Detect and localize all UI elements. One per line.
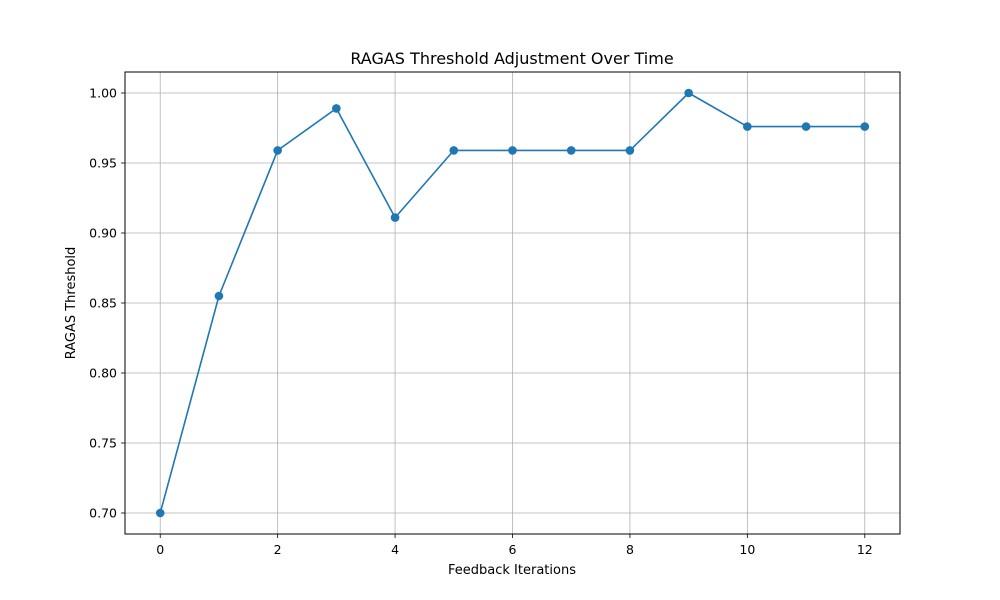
x-axis-label: Feedback Iterations: [448, 563, 576, 578]
data-point: [566, 146, 576, 155]
data-point: [860, 122, 870, 131]
x-axis: 0 2 4 6 8 10 12: [156, 534, 873, 557]
data-point: [155, 508, 165, 518]
y-tick-label: 0.70: [89, 506, 117, 521]
x-tick-label: 4: [391, 542, 399, 557]
y-tick-label: 0.80: [89, 366, 117, 381]
y-tick-label: 0.75: [89, 436, 117, 451]
x-tick-label: 6: [509, 542, 517, 557]
data-point: [684, 88, 693, 98]
y-tick-label: 1.00: [89, 86, 117, 101]
data-point: [214, 291, 224, 301]
data-point: [801, 122, 811, 131]
data-point: [273, 146, 282, 155]
data-point: [508, 146, 517, 155]
x-tick-label: 12: [857, 542, 873, 557]
chart-title: RAGAS Threshold Adjustment Over Time: [350, 49, 673, 68]
data-point: [332, 104, 341, 113]
y-axis: 0.70 0.75 0.80 0.85 0.90 0.95 1.00: [89, 86, 125, 521]
y-axis-label: RAGAS Threshold: [64, 247, 79, 360]
data-point: [743, 122, 752, 131]
x-tick-label: 8: [626, 542, 634, 557]
data-point: [390, 213, 400, 222]
series-layer: [155, 88, 870, 518]
data-point: [449, 146, 459, 155]
grid: [125, 72, 900, 534]
x-tick-label: 2: [274, 542, 282, 557]
y-tick-label: 0.95: [89, 156, 117, 171]
x-tick-label: 10: [739, 542, 755, 557]
y-tick-label: 0.85: [89, 296, 117, 311]
data-point: [625, 146, 635, 155]
x-tick-label: 0: [156, 542, 164, 557]
y-tick-label: 0.90: [89, 226, 117, 241]
